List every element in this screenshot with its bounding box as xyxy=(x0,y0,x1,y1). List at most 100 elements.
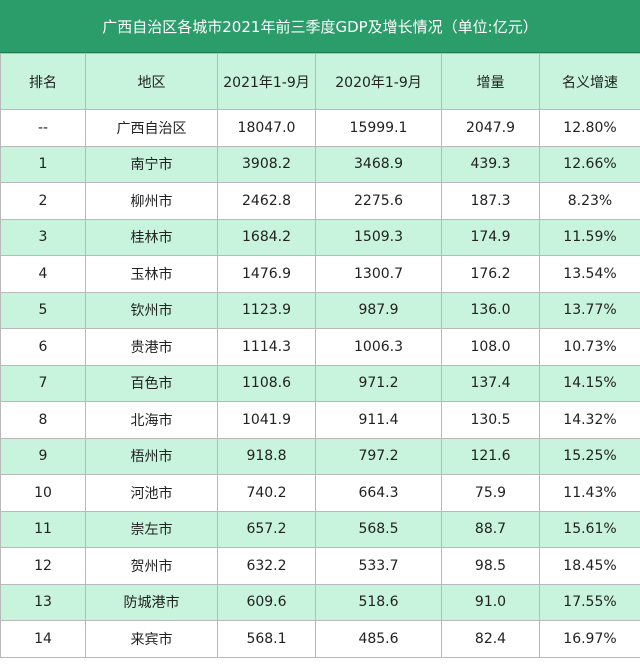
rank-cell: 3 xyxy=(0,218,86,256)
growth-cell: 11.59% xyxy=(539,218,640,256)
gdp-2020-cell: 533.7 xyxy=(315,547,442,585)
header-region: 地区 xyxy=(85,53,218,110)
table-row: 13 防城港市 609.6 518.6 91.0 17.55% xyxy=(0,583,640,621)
gdp-2021-cell: 3908.2 xyxy=(217,145,316,183)
gdp-2020-cell: 987.9 xyxy=(315,291,442,329)
gdp-2020-cell: 518.6 xyxy=(315,583,442,621)
region-cell: 广西自治区 xyxy=(85,109,218,147)
increase-cell: 91.0 xyxy=(441,583,540,621)
growth-cell: 12.80% xyxy=(539,109,640,147)
increase-cell: 82.4 xyxy=(441,620,540,658)
table-row: 5 钦州市 1123.9 987.9 136.0 13.77% xyxy=(0,291,640,329)
rank-cell: 4 xyxy=(0,255,86,293)
gdp-2020-cell: 2275.6 xyxy=(315,182,442,220)
rank-cell: -- xyxy=(0,109,86,147)
growth-cell: 11.43% xyxy=(539,474,640,512)
gdp-2021-cell: 2462.8 xyxy=(217,182,316,220)
table-row: 12 贺州市 632.2 533.7 98.5 18.45% xyxy=(0,547,640,585)
region-cell: 贵港市 xyxy=(85,328,218,366)
gdp-2021-cell: 18047.0 xyxy=(217,109,316,147)
table-row: 4 玉林市 1476.9 1300.7 176.2 13.54% xyxy=(0,255,640,293)
gdp-2020-cell: 797.2 xyxy=(315,437,442,475)
gdp-2021-cell: 1684.2 xyxy=(217,218,316,256)
table-row: 3 桂林市 1684.2 1509.3 174.9 11.59% xyxy=(0,218,640,256)
region-cell: 北海市 xyxy=(85,401,218,439)
gdp-2020-cell: 664.3 xyxy=(315,474,442,512)
region-cell: 玉林市 xyxy=(85,255,218,293)
table-row: 7 百色市 1108.6 971.2 137.4 14.15% xyxy=(0,364,640,402)
region-cell: 钦州市 xyxy=(85,291,218,329)
gdp-2021-cell: 740.2 xyxy=(217,474,316,512)
growth-cell: 13.77% xyxy=(539,291,640,329)
rank-cell: 8 xyxy=(0,401,86,439)
table-row: -- 广西自治区 18047.0 15999.1 2047.9 12.80% xyxy=(0,109,640,147)
increase-cell: 187.3 xyxy=(441,182,540,220)
gdp-2020-cell: 3468.9 xyxy=(315,145,442,183)
header-rank: 排名 xyxy=(0,53,86,110)
rank-cell: 13 xyxy=(0,583,86,621)
table-row: 8 北海市 1041.9 911.4 130.5 14.32% xyxy=(0,401,640,439)
increase-cell: 174.9 xyxy=(441,218,540,256)
rank-cell: 14 xyxy=(0,620,86,658)
table-title: 广西自治区各城市2021年前三季度GDP及增长情况（单位:亿元） xyxy=(0,0,640,53)
growth-cell: 12.66% xyxy=(539,145,640,183)
rank-cell: 10 xyxy=(0,474,86,512)
gdp-2021-cell: 918.8 xyxy=(217,437,316,475)
rank-cell: 2 xyxy=(0,182,86,220)
growth-cell: 16.97% xyxy=(539,620,640,658)
gdp-2020-cell: 911.4 xyxy=(315,401,442,439)
rank-cell: 6 xyxy=(0,328,86,366)
table-row: 9 梧州市 918.8 797.2 121.6 15.25% xyxy=(0,437,640,475)
rank-cell: 9 xyxy=(0,437,86,475)
table-row: 6 贵港市 1114.3 1006.3 108.0 10.73% xyxy=(0,328,640,366)
increase-cell: 121.6 xyxy=(441,437,540,475)
gdp-2021-cell: 657.2 xyxy=(217,510,316,548)
gdp-2020-cell: 485.6 xyxy=(315,620,442,658)
gdp-2021-cell: 1123.9 xyxy=(217,291,316,329)
header-increase: 增量 xyxy=(441,53,540,110)
growth-cell: 14.15% xyxy=(539,364,640,402)
growth-cell: 8.23% xyxy=(539,182,640,220)
table-row: 2 柳州市 2462.8 2275.6 187.3 8.23% xyxy=(0,182,640,220)
gdp-2021-cell: 1476.9 xyxy=(217,255,316,293)
rank-cell: 1 xyxy=(0,145,86,183)
growth-cell: 15.25% xyxy=(539,437,640,475)
region-cell: 梧州市 xyxy=(85,437,218,475)
gdp-2020-cell: 568.5 xyxy=(315,510,442,548)
gdp-2020-cell: 15999.1 xyxy=(315,109,442,147)
growth-cell: 17.55% xyxy=(539,583,640,621)
gdp-2021-cell: 1041.9 xyxy=(217,401,316,439)
rank-cell: 12 xyxy=(0,547,86,585)
region-cell: 桂林市 xyxy=(85,218,218,256)
table-row: 11 崇左市 657.2 568.5 88.7 15.61% xyxy=(0,510,640,548)
region-cell: 南宁市 xyxy=(85,145,218,183)
increase-cell: 439.3 xyxy=(441,145,540,183)
growth-cell: 13.54% xyxy=(539,255,640,293)
increase-cell: 137.4 xyxy=(441,364,540,402)
gdp-2021-cell: 1114.3 xyxy=(217,328,316,366)
table-row: 10 河池市 740.2 664.3 75.9 11.43% xyxy=(0,474,640,512)
rank-cell: 7 xyxy=(0,364,86,402)
gdp-2021-cell: 568.1 xyxy=(217,620,316,658)
region-cell: 防城港市 xyxy=(85,583,218,621)
growth-cell: 14.32% xyxy=(539,401,640,439)
increase-cell: 98.5 xyxy=(441,547,540,585)
gdp-2021-cell: 609.6 xyxy=(217,583,316,621)
header-growth: 名义增速 xyxy=(539,53,640,110)
header-row: 排名 地区 2021年1-9月 2020年1-9月 增量 名义增速 xyxy=(0,53,640,110)
rank-cell: 5 xyxy=(0,291,86,329)
gdp-2020-cell: 1509.3 xyxy=(315,218,442,256)
rank-cell: 11 xyxy=(0,510,86,548)
increase-cell: 176.2 xyxy=(441,255,540,293)
increase-cell: 130.5 xyxy=(441,401,540,439)
table-row: 1 南宁市 3908.2 3468.9 439.3 12.66% xyxy=(0,145,640,183)
gdp-2021-cell: 1108.6 xyxy=(217,364,316,402)
increase-cell: 136.0 xyxy=(441,291,540,329)
region-cell: 来宾市 xyxy=(85,620,218,658)
table-row: 14 来宾市 568.1 485.6 82.4 16.97% xyxy=(0,620,640,658)
region-cell: 崇左市 xyxy=(85,510,218,548)
region-cell: 百色市 xyxy=(85,364,218,402)
gdp-2020-cell: 1006.3 xyxy=(315,328,442,366)
region-cell: 河池市 xyxy=(85,474,218,512)
increase-cell: 75.9 xyxy=(441,474,540,512)
